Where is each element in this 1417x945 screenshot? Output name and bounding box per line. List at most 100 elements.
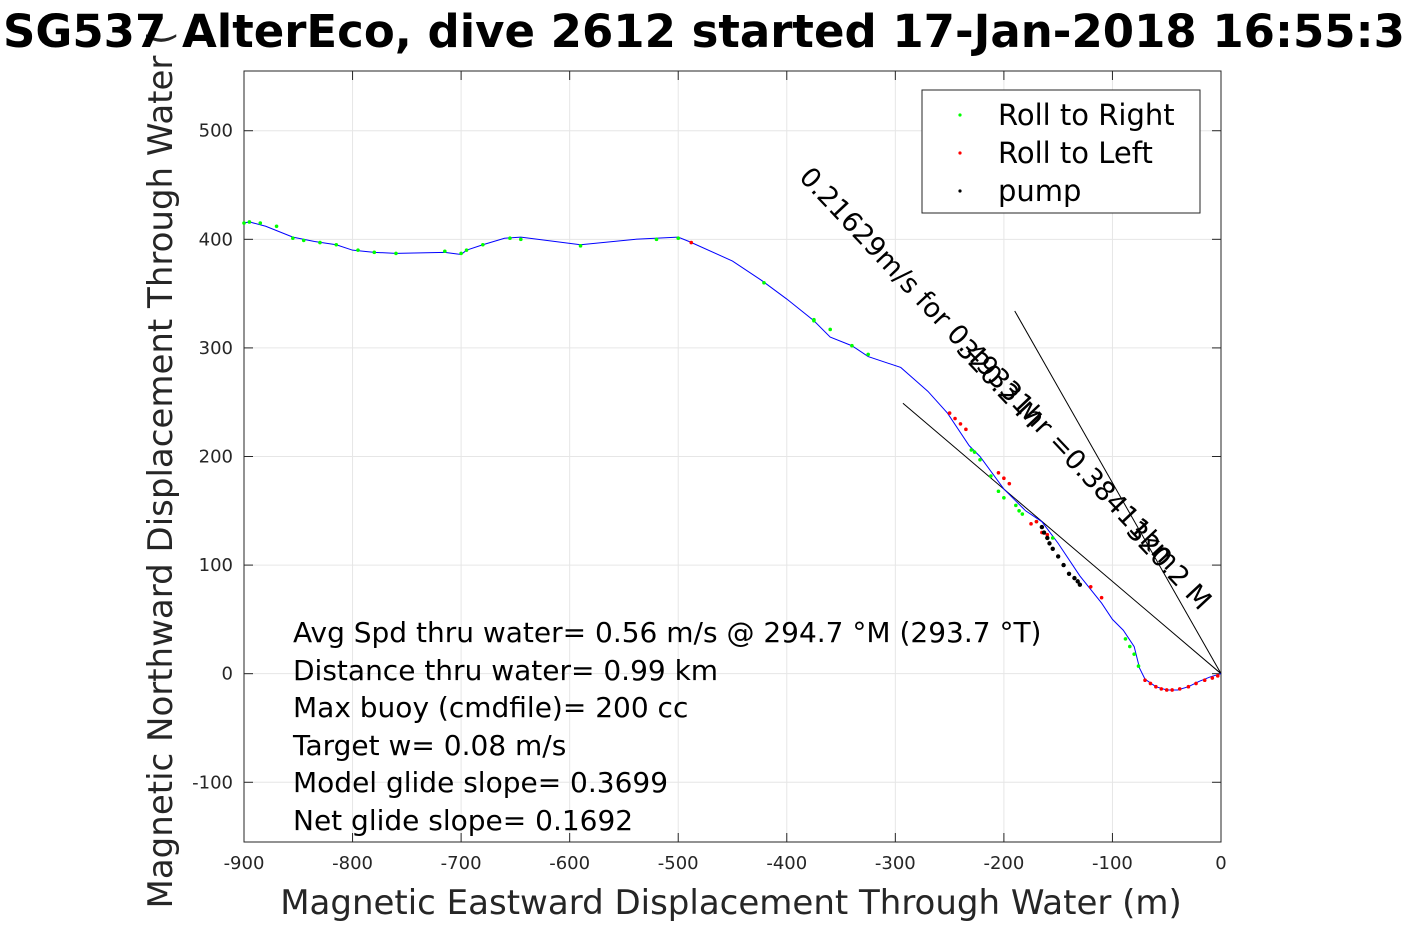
annotation-model-glide: Model glide slope= 0.3699 xyxy=(293,766,668,799)
x-tick-label: -700 xyxy=(441,853,482,874)
marker-roll-to-left xyxy=(1186,684,1191,689)
marker-roll-to-left xyxy=(1007,481,1012,486)
x-tick-label: -100 xyxy=(1092,853,1133,874)
marker-roll-to-left xyxy=(947,411,952,415)
marker-pump xyxy=(1077,582,1083,587)
marker-pump xyxy=(1039,524,1045,530)
marker-roll-to-left xyxy=(1029,522,1033,526)
annotation-max-buoy: Max buoy (cmdfile)= 200 cc xyxy=(293,691,688,724)
y-tick-label: 0 xyxy=(222,664,233,685)
x-tick-label: -900 xyxy=(224,853,265,874)
marker-roll-to-left xyxy=(1045,532,1050,537)
marker-roll-to-right xyxy=(242,221,246,225)
marker-roll-to-right xyxy=(828,327,832,332)
marker-roll-to-left xyxy=(1099,595,1104,600)
marker-roll-to-left xyxy=(1177,687,1182,691)
marker-roll-to-right xyxy=(481,242,485,247)
x-axis-label: Magnetic Eastward Displacement Through W… xyxy=(280,883,1182,923)
marker-roll-to-right xyxy=(274,224,279,229)
tick-labels: -900 -800 -700 -600 -500 -400 -300 -200 -100 0 -10… xyxy=(192,121,1227,874)
marker-roll-to-right xyxy=(969,448,974,452)
marker-roll-to-right xyxy=(318,240,322,245)
annotation-avg-speed: Avg Spd thru water= 0.56 m/s @ 294.7 °M … xyxy=(293,616,1041,649)
annotation-block: Avg Spd thru water= 0.56 m/s @ 294.7 °M … xyxy=(292,616,1041,837)
reference-lines xyxy=(902,310,1222,675)
marker-roll-to-right xyxy=(676,236,681,241)
y-axis-label: Magnetic Northward Displacement Through … xyxy=(141,32,181,909)
marker-roll-to-left xyxy=(953,416,957,421)
marker-roll-to-left xyxy=(1202,678,1207,682)
marker-roll-to-right xyxy=(1014,503,1018,508)
marker-roll-to-right xyxy=(334,242,339,247)
marker-roll-to-left xyxy=(1164,688,1169,692)
marker-pump xyxy=(1050,546,1055,552)
marker-roll-to-right xyxy=(301,238,306,243)
marker-roll-to-right xyxy=(1020,512,1025,516)
marker-roll-to-right xyxy=(654,237,659,242)
legend-label-roll-left: Roll to Left xyxy=(998,136,1153,170)
marker-roll-to-right xyxy=(850,343,854,348)
marker-roll-to-right xyxy=(372,250,377,255)
marker-roll-to-right xyxy=(1132,652,1136,656)
marker-roll-to-right xyxy=(459,251,463,256)
marker-roll-to-right xyxy=(1136,664,1141,668)
chart-title: SG537 AlterEco, dive 2612 started 17-Jan… xyxy=(3,5,1405,58)
marker-roll-to-right xyxy=(762,280,766,285)
x-tick-label: -200 xyxy=(983,853,1024,874)
y-tick-label: -100 xyxy=(192,772,233,793)
marker-roll-to-left xyxy=(1148,681,1153,686)
reference-line-0 xyxy=(902,402,1222,675)
marker-roll-to-left xyxy=(689,240,694,245)
x-tick-label: -600 xyxy=(549,853,590,874)
marker-roll-to-left xyxy=(1154,684,1158,689)
marker-roll-to-right xyxy=(394,251,398,256)
marker-layer xyxy=(242,220,1220,692)
marker-roll-to-right xyxy=(996,489,1001,494)
marker-roll-to-left xyxy=(1002,476,1006,481)
y-tick-label: 300 xyxy=(199,338,233,359)
legend-marker-roll-right xyxy=(958,113,962,117)
grid xyxy=(243,71,1222,842)
x-tick-label: -400 xyxy=(766,853,807,874)
marker-pump xyxy=(1075,579,1080,584)
legend-box xyxy=(921,89,1201,214)
marker-roll-to-left xyxy=(1034,519,1039,524)
marker-pump xyxy=(1061,562,1066,568)
marker-roll-to-right xyxy=(1017,508,1021,513)
marker-roll-to-left xyxy=(1170,688,1174,692)
marker-roll-to-right xyxy=(247,220,252,224)
reference-line-1 xyxy=(1014,310,1222,674)
marker-roll-to-right xyxy=(291,236,295,241)
marker-pump xyxy=(1047,541,1052,546)
legend-marker-pump xyxy=(958,189,962,193)
y-tick-label: 400 xyxy=(199,229,233,250)
annotation-net-glide: Net glide slope= 0.1692 xyxy=(293,804,633,837)
y-tick-label: 100 xyxy=(199,555,233,576)
legend: Roll to Right Roll to Left pump xyxy=(921,89,1201,214)
marker-roll-to-left xyxy=(1159,687,1164,691)
marker-roll-to-right xyxy=(258,221,263,225)
marker-roll-to-right xyxy=(1123,637,1128,641)
y-tick-label: 500 xyxy=(199,121,233,142)
marker-roll-to-right xyxy=(578,244,583,248)
legend-marker-roll-left xyxy=(958,151,962,155)
annotation-target-w: Target w= 0.08 m/s xyxy=(292,729,566,762)
marker-roll-to-right xyxy=(519,237,523,242)
x-tick-label: -300 xyxy=(875,853,916,874)
marker-roll-to-left xyxy=(1143,678,1147,682)
marker-roll-to-left xyxy=(996,470,1001,475)
annotation-distance: Distance thru water= 0.99 km xyxy=(293,654,718,687)
marker-roll-to-right xyxy=(866,352,870,357)
marker-roll-to-right xyxy=(464,248,469,252)
marker-roll-to-right xyxy=(1002,495,1006,500)
marker-roll-to-left xyxy=(1194,681,1198,686)
marker-roll-to-left xyxy=(1210,676,1215,680)
legend-label-roll-right: Roll to Right xyxy=(998,98,1175,132)
ticks xyxy=(243,71,1222,842)
y-tick-label: 200 xyxy=(199,447,233,468)
marker-roll-to-right xyxy=(508,236,512,241)
x-tick-label: -500 xyxy=(658,853,699,874)
legend-label-pump: pump xyxy=(998,174,1081,208)
marker-roll-to-left xyxy=(958,422,963,426)
